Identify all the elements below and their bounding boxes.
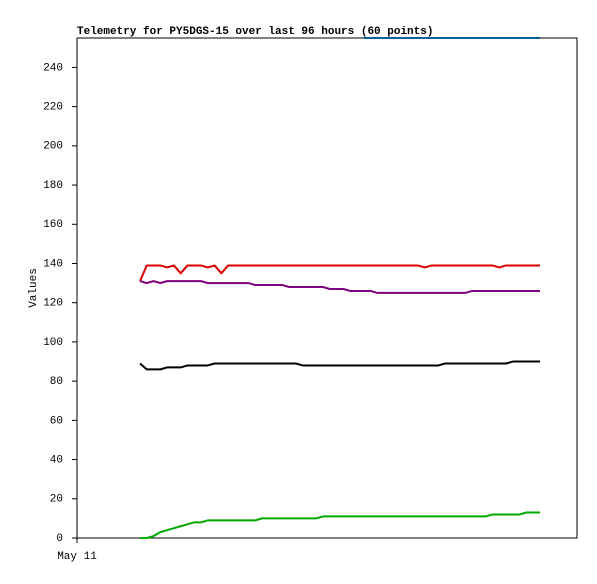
y-axis-label: Values [28, 268, 40, 308]
y-tick-label: 20 [50, 494, 63, 506]
series-line [139, 360, 540, 371]
series-line [140, 511, 540, 539]
y-tick-label: 40 [50, 454, 63, 466]
y-tick-label: 80 [50, 376, 63, 388]
chart-title: Telemetry for PY5DGS-15 over last 96 hou… [77, 26, 433, 38]
series-line [139, 264, 540, 282]
y-tick-label: 180 [43, 180, 63, 192]
y-tick-label: 0 [56, 533, 63, 545]
plot-frame [76, 37, 578, 539]
x-tick-label: May 11 [57, 551, 97, 563]
y-tick-label: 160 [43, 219, 63, 231]
y-tick-label: 60 [50, 415, 63, 427]
y-tick-label: 140 [43, 258, 63, 270]
y-tick-label: 120 [43, 298, 63, 310]
y-tick-label: 200 [43, 141, 63, 153]
y-tick-label: 240 [43, 62, 63, 74]
series-line [139, 280, 540, 294]
y-tick-label: 100 [43, 337, 63, 349]
y-tick-label: 220 [43, 102, 63, 114]
